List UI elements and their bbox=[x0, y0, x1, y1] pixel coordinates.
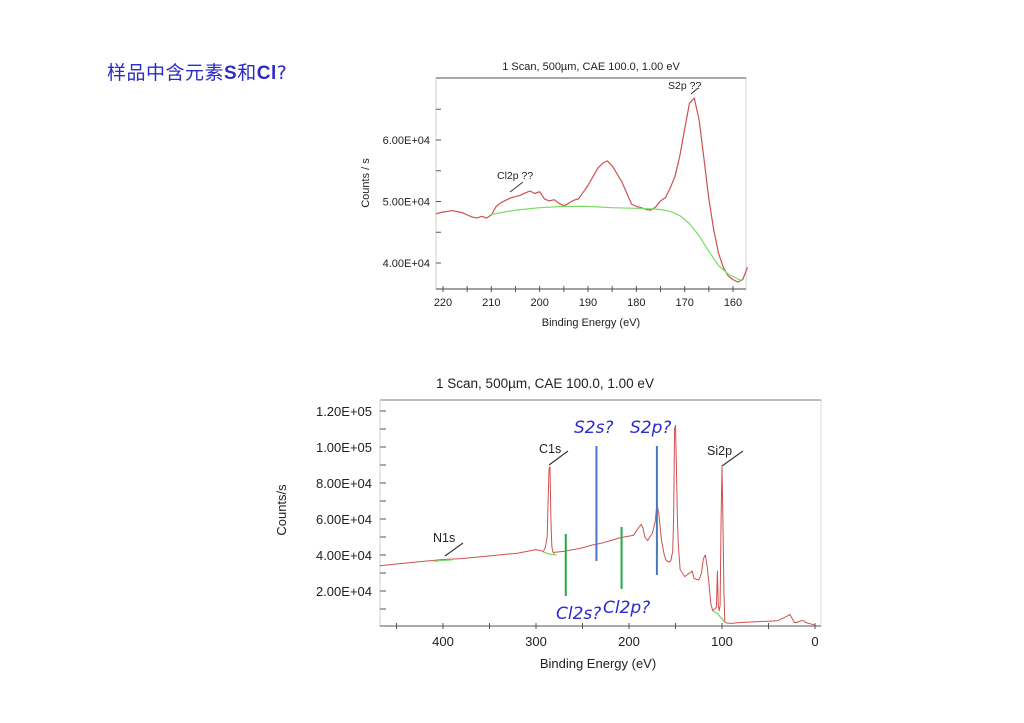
x-axis-ticks: 400 300 200 100 0 bbox=[396, 623, 819, 649]
x-tick-label: 220 bbox=[434, 297, 452, 309]
slide-title: 样品中含元素S和Cl? bbox=[107, 58, 287, 85]
spectrum-line bbox=[379, 424, 816, 626]
chart-header: 1 Scan, 500µm, CAE 100.0, 1.00 eV bbox=[436, 376, 654, 391]
y-axis-ticks: 2.00E+04 4.00E+04 6.00E+04 8.00E+04 1.00E+05… bbox=[316, 404, 386, 610]
y-tick-label: 6.00E+04 bbox=[316, 512, 372, 527]
y-tick-label: 1.00E+05 bbox=[316, 440, 372, 455]
peak-leader bbox=[548, 450, 569, 466]
annotation-s2p: S2p? bbox=[630, 418, 671, 438]
background-line bbox=[712, 610, 726, 623]
peak-leader bbox=[721, 450, 744, 467]
annotation-cl2p: Cl2p? bbox=[603, 598, 650, 618]
title-element-s: S bbox=[224, 63, 238, 84]
y-tick-label: 6.00E+04 bbox=[383, 135, 430, 147]
y-tick-label: 8.00E+04 bbox=[316, 476, 372, 491]
x-tick-label: 200 bbox=[530, 297, 548, 309]
peak-annotations: S2s? S2p? Cl2s? Cl2p? N1s C1s Si2p bbox=[433, 418, 744, 624]
x-tick-label: 400 bbox=[432, 634, 454, 649]
x-tick-label: 190 bbox=[579, 297, 597, 309]
annotation-cl2s: Cl2s? bbox=[556, 604, 601, 624]
title-text: 样品中含元素 bbox=[107, 62, 225, 84]
annotation-cl2p: Cl2p ?? bbox=[497, 170, 533, 182]
y-axis-title: Counts/s bbox=[274, 484, 289, 536]
y-tick-label: 5.00E+04 bbox=[383, 197, 430, 209]
title-and: 和 bbox=[237, 62, 257, 84]
background-line bbox=[491, 205, 743, 282]
spectrum-series bbox=[435, 97, 749, 283]
y-tick-label: 2.00E+04 bbox=[316, 584, 372, 599]
background-line bbox=[543, 551, 557, 556]
title-element-cl: Cl bbox=[256, 63, 277, 84]
peak-label-c1s: C1s bbox=[539, 442, 561, 456]
high-res-chart: 1 Scan, 500µm, CAE 100.0, 1.00 eV 4.00E+… bbox=[360, 61, 749, 329]
annotation-s2s: S2s? bbox=[574, 418, 614, 438]
x-axis-title: Binding Energy (eV) bbox=[540, 656, 656, 671]
y-axis-ticks: 4.00E+04 5.00E+04 6.00E+04 bbox=[383, 108, 441, 270]
y-tick-label: 4.00E+04 bbox=[316, 548, 372, 563]
title-question-mark: ? bbox=[276, 62, 288, 84]
annotation-s2p: S2p ?? bbox=[668, 80, 701, 92]
spectrum-line bbox=[435, 97, 749, 283]
peak-label-n1s: N1s bbox=[433, 531, 455, 545]
y-tick-label: 4.00E+04 bbox=[383, 258, 430, 270]
y-tick-label: 1.20E+05 bbox=[316, 404, 372, 419]
x-tick-label: 180 bbox=[627, 297, 645, 309]
x-tick-label: 160 bbox=[724, 297, 742, 309]
peak-annotations: Cl2p ?? S2p ?? bbox=[497, 80, 701, 193]
peak-leader bbox=[444, 542, 464, 557]
x-tick-label: 170 bbox=[675, 297, 693, 309]
y-axis-title: Counts / s bbox=[360, 158, 372, 208]
x-tick-label: 200 bbox=[618, 634, 640, 649]
survey-chart: 1 Scan, 500µm, CAE 100.0, 1.00 eV 2.00E+… bbox=[274, 376, 822, 671]
peak-label-si2p: Si2p bbox=[707, 444, 732, 458]
background-line bbox=[433, 559, 453, 562]
x-tick-label: 210 bbox=[482, 297, 500, 309]
x-axis-title: Binding Energy (eV) bbox=[542, 317, 640, 329]
annotation-leader bbox=[690, 87, 699, 95]
annotation-leader bbox=[509, 181, 524, 193]
spectrum-series bbox=[379, 424, 816, 626]
x-tick-label: 0 bbox=[811, 634, 818, 649]
x-tick-label: 100 bbox=[711, 634, 733, 649]
annotation-lines bbox=[564, 446, 658, 596]
chart-header: 1 Scan, 500µm, CAE 100.0, 1.00 eV bbox=[502, 61, 680, 73]
x-tick-label: 300 bbox=[525, 634, 547, 649]
x-axis-ticks: 220 210 200 190 180 170 160 bbox=[434, 286, 742, 309]
plot-frame bbox=[435, 77, 747, 290]
